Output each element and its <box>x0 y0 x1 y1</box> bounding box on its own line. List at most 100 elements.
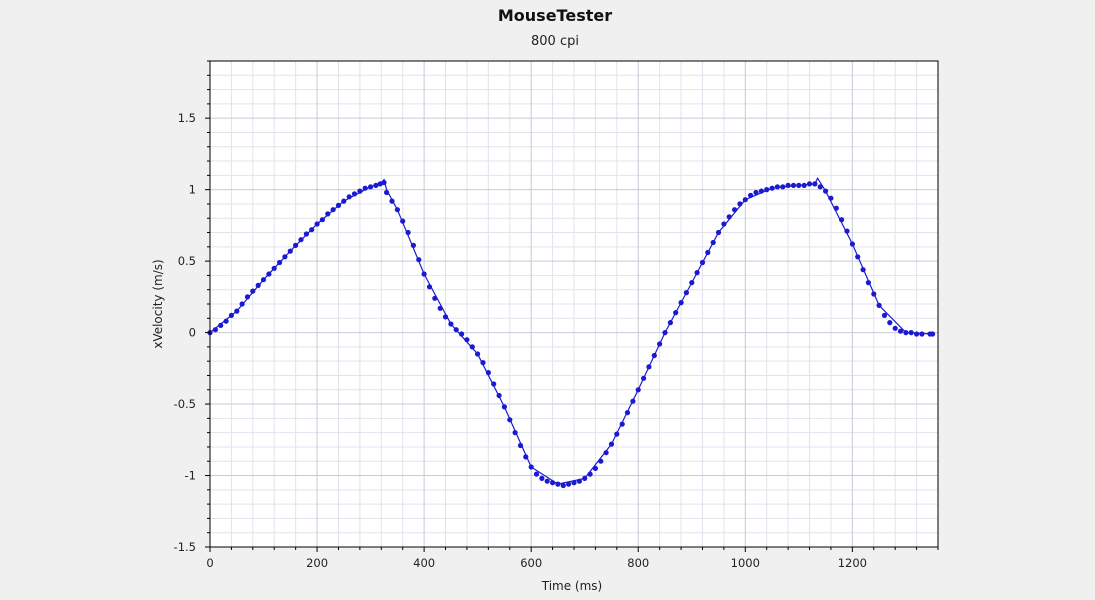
data-points <box>207 179 936 489</box>
data-point <box>507 417 513 423</box>
data-point <box>582 475 588 481</box>
data-point <box>892 325 898 331</box>
data-point <box>705 249 711 256</box>
data-point <box>812 181 818 187</box>
chart-subtitle: 800 cpi <box>531 34 579 49</box>
data-point <box>228 312 234 318</box>
data-point <box>453 327 459 333</box>
data-point <box>678 300 684 306</box>
data-point <box>405 229 411 236</box>
data-point <box>523 454 529 460</box>
data-point <box>442 314 449 320</box>
data-point <box>550 480 556 486</box>
data-point <box>260 277 267 283</box>
data-point <box>255 282 261 288</box>
data-point <box>603 450 609 456</box>
y-axis-label: xVelocity (m/s) <box>151 259 165 348</box>
data-point <box>710 239 716 246</box>
data-point <box>244 294 251 300</box>
x-tick-label: 600 <box>520 556 542 570</box>
x-tick-label: 0 <box>206 556 213 570</box>
data-point <box>394 207 400 213</box>
data-point <box>785 182 791 188</box>
data-point <box>919 331 925 337</box>
data-point <box>533 471 540 477</box>
data-point <box>817 184 823 190</box>
data-point <box>657 341 663 347</box>
data-point <box>839 217 845 223</box>
data-point <box>641 375 647 381</box>
data-point <box>351 191 358 197</box>
data-point <box>608 441 615 447</box>
data-point <box>930 331 936 337</box>
data-point <box>464 337 470 343</box>
y-tick-label: -0.5 <box>174 397 196 411</box>
data-point <box>341 198 347 204</box>
data-point <box>287 248 293 254</box>
y-tick-label: -1 <box>185 469 196 483</box>
y-tick-label: 1 <box>189 183 196 197</box>
x-tick-label: 400 <box>413 556 435 570</box>
data-point <box>381 179 387 186</box>
data-point <box>855 254 861 260</box>
data-point <box>448 321 454 327</box>
data-point <box>598 458 604 464</box>
data-point <box>635 387 641 393</box>
data-point <box>651 352 657 359</box>
data-point <box>630 398 636 404</box>
data-point <box>587 471 593 477</box>
data-point <box>624 410 631 416</box>
data-point <box>876 302 882 308</box>
data-point <box>223 318 229 324</box>
data-point <box>389 198 395 204</box>
data-point <box>426 284 433 290</box>
data-point <box>753 189 759 196</box>
y-tick-label: 0 <box>189 326 196 340</box>
data-point <box>833 205 839 211</box>
x-tick-label: 800 <box>627 556 649 570</box>
data-point <box>887 320 893 326</box>
data-point <box>592 465 599 471</box>
data-point <box>212 327 218 333</box>
y-tick-label: 0.5 <box>178 254 196 268</box>
data-point <box>282 254 288 260</box>
data-point <box>780 184 786 190</box>
data-point <box>357 188 363 194</box>
data-point <box>416 257 422 263</box>
data-point <box>319 217 325 223</box>
data-point <box>330 207 336 213</box>
data-point <box>683 290 690 296</box>
data-point <box>699 259 706 266</box>
data-point <box>823 188 829 194</box>
data-point <box>715 229 722 236</box>
data-point <box>303 231 309 237</box>
data-point <box>689 280 695 286</box>
data-point <box>860 267 866 273</box>
data-point <box>673 310 679 316</box>
data-point <box>614 431 620 437</box>
data-point <box>491 381 497 387</box>
data-point <box>555 481 561 487</box>
data-point <box>544 478 550 484</box>
data-point <box>769 185 775 191</box>
data-point <box>694 270 700 276</box>
data-point <box>368 184 374 190</box>
data-point <box>362 185 368 191</box>
data-point <box>410 242 416 248</box>
data-point <box>566 481 572 487</box>
data-point <box>459 331 465 337</box>
data-point <box>721 221 727 227</box>
data-point <box>849 241 856 247</box>
data-point <box>844 228 850 234</box>
data-point <box>266 271 272 277</box>
data-point <box>475 351 481 357</box>
data-point <box>748 192 754 198</box>
data-point <box>469 344 475 350</box>
data-point <box>774 184 781 190</box>
data-point <box>828 195 834 201</box>
y-tick-label: 1.5 <box>178 111 196 125</box>
data-point <box>881 312 888 318</box>
data-point <box>801 182 807 188</box>
data-point <box>667 320 674 326</box>
data-point <box>485 370 491 376</box>
